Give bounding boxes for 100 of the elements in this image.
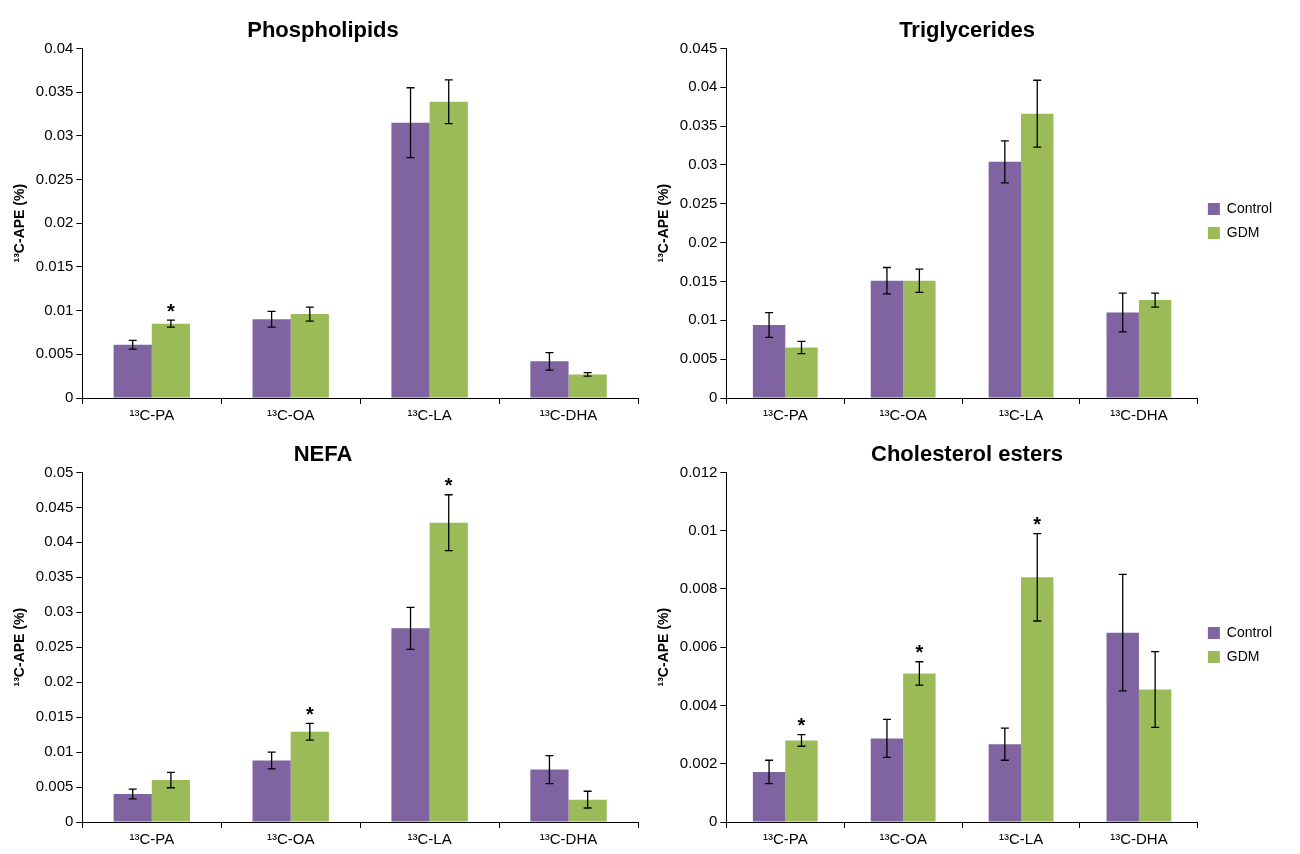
y-tick-label: 0.025 [35, 637, 74, 655]
bar [903, 673, 936, 822]
bar [151, 323, 190, 398]
y-tick-label: 0.012 [679, 462, 718, 480]
x-tick-label: ¹³C-OA [879, 830, 927, 848]
bar [530, 769, 569, 822]
bar [113, 794, 152, 822]
y-tick-label: 0.002 [679, 753, 718, 771]
annotation: * [797, 714, 806, 737]
bar [1106, 632, 1139, 822]
y-tick-label: 0.004 [679, 695, 718, 713]
y-tick-label: 0.025 [35, 169, 74, 187]
bar [903, 280, 936, 398]
y-tick-label: 0.01 [44, 300, 74, 318]
legend-label: Control [1226, 199, 1273, 216]
x-tick-label: ¹³C-LA [998, 830, 1044, 848]
annotation: * [915, 641, 924, 664]
y-tick-label: 0.025 [679, 193, 718, 211]
annotation: * [444, 474, 453, 497]
y-tick-label: 0.015 [679, 271, 718, 289]
bar [988, 161, 1022, 398]
legend-label: GDM [1226, 223, 1260, 240]
bar [113, 344, 152, 398]
y-axis-title: ¹³C-APE (%) [11, 607, 28, 687]
x-tick-label: ¹³C-PA [129, 406, 175, 424]
y-tick-label: 0.03 [44, 125, 74, 143]
x-tick-label: ¹³C-LA [407, 830, 452, 848]
y-tick-label: 0.015 [35, 257, 74, 275]
bar [568, 374, 607, 398]
y-tick-label: 0 [708, 388, 718, 406]
x-tick-label: ¹³C-LA [998, 406, 1044, 424]
y-tick-label: 0.045 [35, 497, 74, 515]
bar [1021, 577, 1054, 822]
bar [252, 319, 291, 398]
x-tick-label: ¹³C-DHA [539, 406, 598, 424]
y-tick-label: 0.005 [35, 344, 74, 362]
y-tick-label: 0.005 [679, 349, 718, 367]
chart-title: NEFA [293, 441, 353, 467]
bar [1106, 312, 1139, 398]
bar [252, 760, 291, 822]
x-tick-label: ¹³C-PA [129, 830, 175, 848]
bar [568, 799, 607, 822]
y-axis-title: ¹³C-APE (%) [655, 183, 672, 263]
legend-label: GDM [1226, 647, 1260, 664]
y-tick-label: 0.01 [688, 310, 718, 328]
bar [785, 740, 818, 822]
bar [391, 122, 430, 398]
bar [752, 771, 786, 822]
bar [785, 347, 818, 398]
y-axis-title: ¹³C-APE (%) [11, 183, 28, 263]
annotation: * [305, 702, 314, 725]
y-tick-label: 0.015 [35, 707, 74, 725]
bar [429, 522, 468, 822]
y-tick-label: 0.04 [44, 38, 74, 56]
x-tick-label: ¹³C-OA [266, 830, 315, 848]
y-tick-label: 0.005 [35, 777, 74, 795]
y-tick-label: 0.03 [44, 602, 74, 620]
y-tick-label: 0.02 [688, 232, 718, 250]
y-tick-label: 0.035 [679, 116, 718, 134]
x-tick-label: ¹³C-LA [407, 406, 452, 424]
bar [530, 361, 569, 398]
x-tick-label: ¹³C-OA [266, 406, 315, 424]
y-tick-label: 0 [708, 812, 718, 830]
bar [1138, 300, 1172, 398]
annotation: * [167, 299, 175, 322]
bar [151, 780, 190, 822]
y-tick-label: 0.006 [679, 637, 718, 655]
bar [1021, 113, 1054, 398]
y-tick-label: 0.045 [679, 38, 718, 56]
y-tick-label: 0.04 [44, 532, 74, 550]
y-tick-label: 0.04 [688, 77, 718, 95]
x-tick-label: ¹³C-OA [879, 406, 927, 424]
bar [429, 101, 468, 398]
y-tick-label: 0.02 [44, 213, 74, 231]
bar [1138, 689, 1172, 822]
y-tick-label: 0.01 [44, 742, 74, 760]
x-tick-label: ¹³C-DHA [1110, 830, 1168, 848]
bar [290, 314, 329, 398]
y-tick-label: 0.008 [679, 579, 718, 597]
annotation: * [1033, 513, 1042, 536]
bar [870, 738, 904, 822]
bar [870, 280, 904, 398]
y-tick-label: 0 [64, 812, 74, 830]
chart-title: Triglycerides [899, 17, 1035, 43]
x-tick-label: ¹³C-PA [762, 406, 808, 424]
x-tick-label: ¹³C-DHA [1110, 406, 1168, 424]
x-tick-label: ¹³C-PA [762, 830, 808, 848]
y-tick-label: 0.035 [35, 82, 74, 100]
bar [391, 628, 430, 822]
y-axis-title: ¹³C-APE (%) [655, 607, 672, 687]
bar [290, 731, 329, 822]
bar [988, 744, 1022, 822]
legend-label: Control [1226, 623, 1273, 640]
y-tick-label: 0 [64, 388, 74, 406]
chart-title: Cholesterol esters [871, 441, 1063, 467]
y-tick-label: 0.03 [688, 155, 718, 173]
y-tick-label: 0.01 [688, 520, 718, 538]
y-tick-label: 0.05 [44, 462, 74, 480]
chart-title: Phospholipids [247, 17, 399, 43]
bar [752, 324, 786, 398]
